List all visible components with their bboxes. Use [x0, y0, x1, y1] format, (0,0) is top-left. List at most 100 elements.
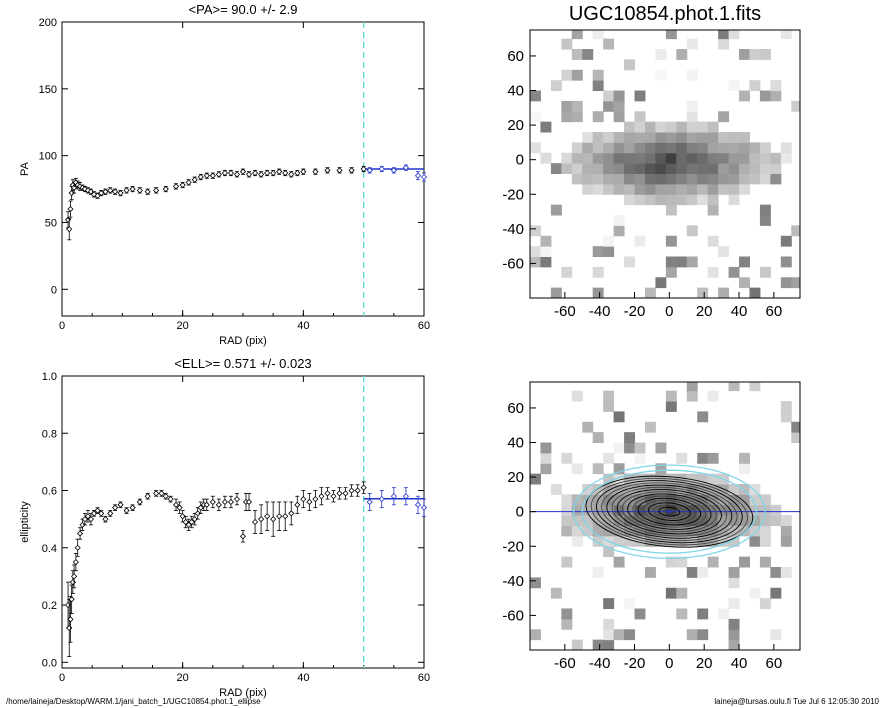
image-pixel	[676, 494, 688, 506]
image-pixel	[739, 132, 750, 143]
image-pixel	[624, 494, 636, 506]
image-pixel	[686, 69, 698, 81]
isophote-contour	[648, 502, 691, 521]
image-pixel	[624, 163, 636, 175]
image-pixel	[592, 432, 604, 444]
image-pixel	[603, 235, 615, 247]
image-pixel	[571, 69, 583, 81]
image-pixel	[686, 484, 698, 495]
image-pixel	[686, 504, 698, 516]
image-pixel	[718, 152, 730, 164]
image-pixel	[634, 142, 646, 154]
data-point	[102, 516, 109, 523]
image-pixel	[613, 442, 625, 454]
image-pixel	[561, 38, 573, 50]
image-pixel	[759, 90, 771, 102]
image-pixel	[561, 152, 573, 164]
image-pixel	[634, 194, 646, 206]
y-tick-label: 0	[516, 152, 524, 169]
data-point	[300, 496, 307, 503]
image-pixel	[718, 608, 730, 620]
data-point	[117, 501, 124, 508]
image-pixel	[759, 215, 771, 226]
image-pixel	[634, 111, 646, 123]
data-point	[209, 172, 216, 179]
image-pixel	[634, 442, 646, 454]
image-pixel	[665, 535, 677, 547]
image-pixel	[571, 100, 583, 112]
image-pixel	[592, 535, 604, 547]
image-pixel	[592, 163, 604, 175]
image-pixel	[571, 390, 583, 402]
image-pixel	[592, 266, 604, 278]
image-pixel	[613, 100, 625, 112]
image-pixel	[530, 111, 541, 123]
image-pixel	[644, 567, 656, 578]
x-tick-label: 0	[59, 672, 65, 684]
image-pixel	[603, 38, 615, 50]
image-pixel	[561, 556, 573, 568]
image-pixel	[686, 100, 698, 112]
image-pixel	[759, 598, 771, 610]
y-tick-label: 100	[39, 151, 57, 163]
image-pixel	[592, 183, 604, 195]
image-pixel	[739, 163, 750, 175]
image-pixel	[686, 515, 698, 527]
image-pixel	[550, 163, 562, 175]
image-pixel	[655, 152, 667, 164]
image-pixel	[665, 173, 677, 185]
image-pixel	[603, 546, 615, 558]
image-pixel	[644, 504, 656, 516]
image-pixel	[739, 556, 750, 568]
image-pixel	[686, 225, 698, 237]
y-tick-label: 0.0	[42, 657, 57, 669]
data-point	[102, 188, 109, 195]
image-pixel	[624, 121, 636, 133]
data-point	[264, 513, 271, 520]
image-pixel	[592, 639, 604, 650]
image-pixel	[759, 204, 771, 216]
data-point	[258, 516, 265, 523]
image-pixel	[655, 194, 667, 206]
data-point	[366, 498, 373, 506]
image-pixel	[728, 484, 740, 495]
image-pixel	[592, 80, 604, 92]
data-point	[167, 496, 174, 503]
image-pixel	[634, 121, 646, 133]
image-pixel	[676, 535, 688, 547]
image-pixel	[697, 567, 709, 578]
image-pixel	[707, 163, 719, 175]
image-pixel	[676, 152, 688, 164]
y-tick-label: 150	[39, 84, 57, 96]
image-pixel	[613, 132, 625, 143]
y-tick-label: 0.6	[42, 486, 57, 498]
image-pixel	[791, 277, 800, 289]
image-pixel	[739, 173, 750, 185]
image-pixel	[603, 452, 615, 464]
image-pixel	[676, 452, 688, 464]
image-pixel	[561, 494, 573, 506]
image-pixel	[728, 163, 740, 175]
data-point	[98, 510, 105, 517]
image-pixel	[739, 484, 750, 495]
image-pixel	[665, 142, 677, 154]
image-pixel	[644, 163, 656, 175]
y-tick-label: 0	[516, 504, 524, 521]
profile-panel-0: 0 20 40 60 0 50 100 150 200 <PA>= 90.0 +/- 2.9 RAD…	[19, 2, 430, 347]
image-pixel	[665, 152, 677, 164]
data-point	[354, 487, 361, 494]
image-pixel	[592, 484, 604, 495]
image-pixel	[624, 473, 636, 485]
image-pixel	[749, 484, 761, 495]
image-pixel	[665, 556, 677, 568]
y-tick-label: 0.4	[42, 543, 57, 555]
image-pixel	[686, 194, 698, 206]
image-pixel	[770, 587, 782, 599]
image-pixel	[665, 494, 677, 506]
image-pixel	[613, 142, 625, 154]
image-pixel	[613, 463, 625, 475]
image-pixel	[603, 390, 615, 402]
data-point	[378, 496, 385, 503]
y-tick-label: 40	[507, 435, 524, 452]
